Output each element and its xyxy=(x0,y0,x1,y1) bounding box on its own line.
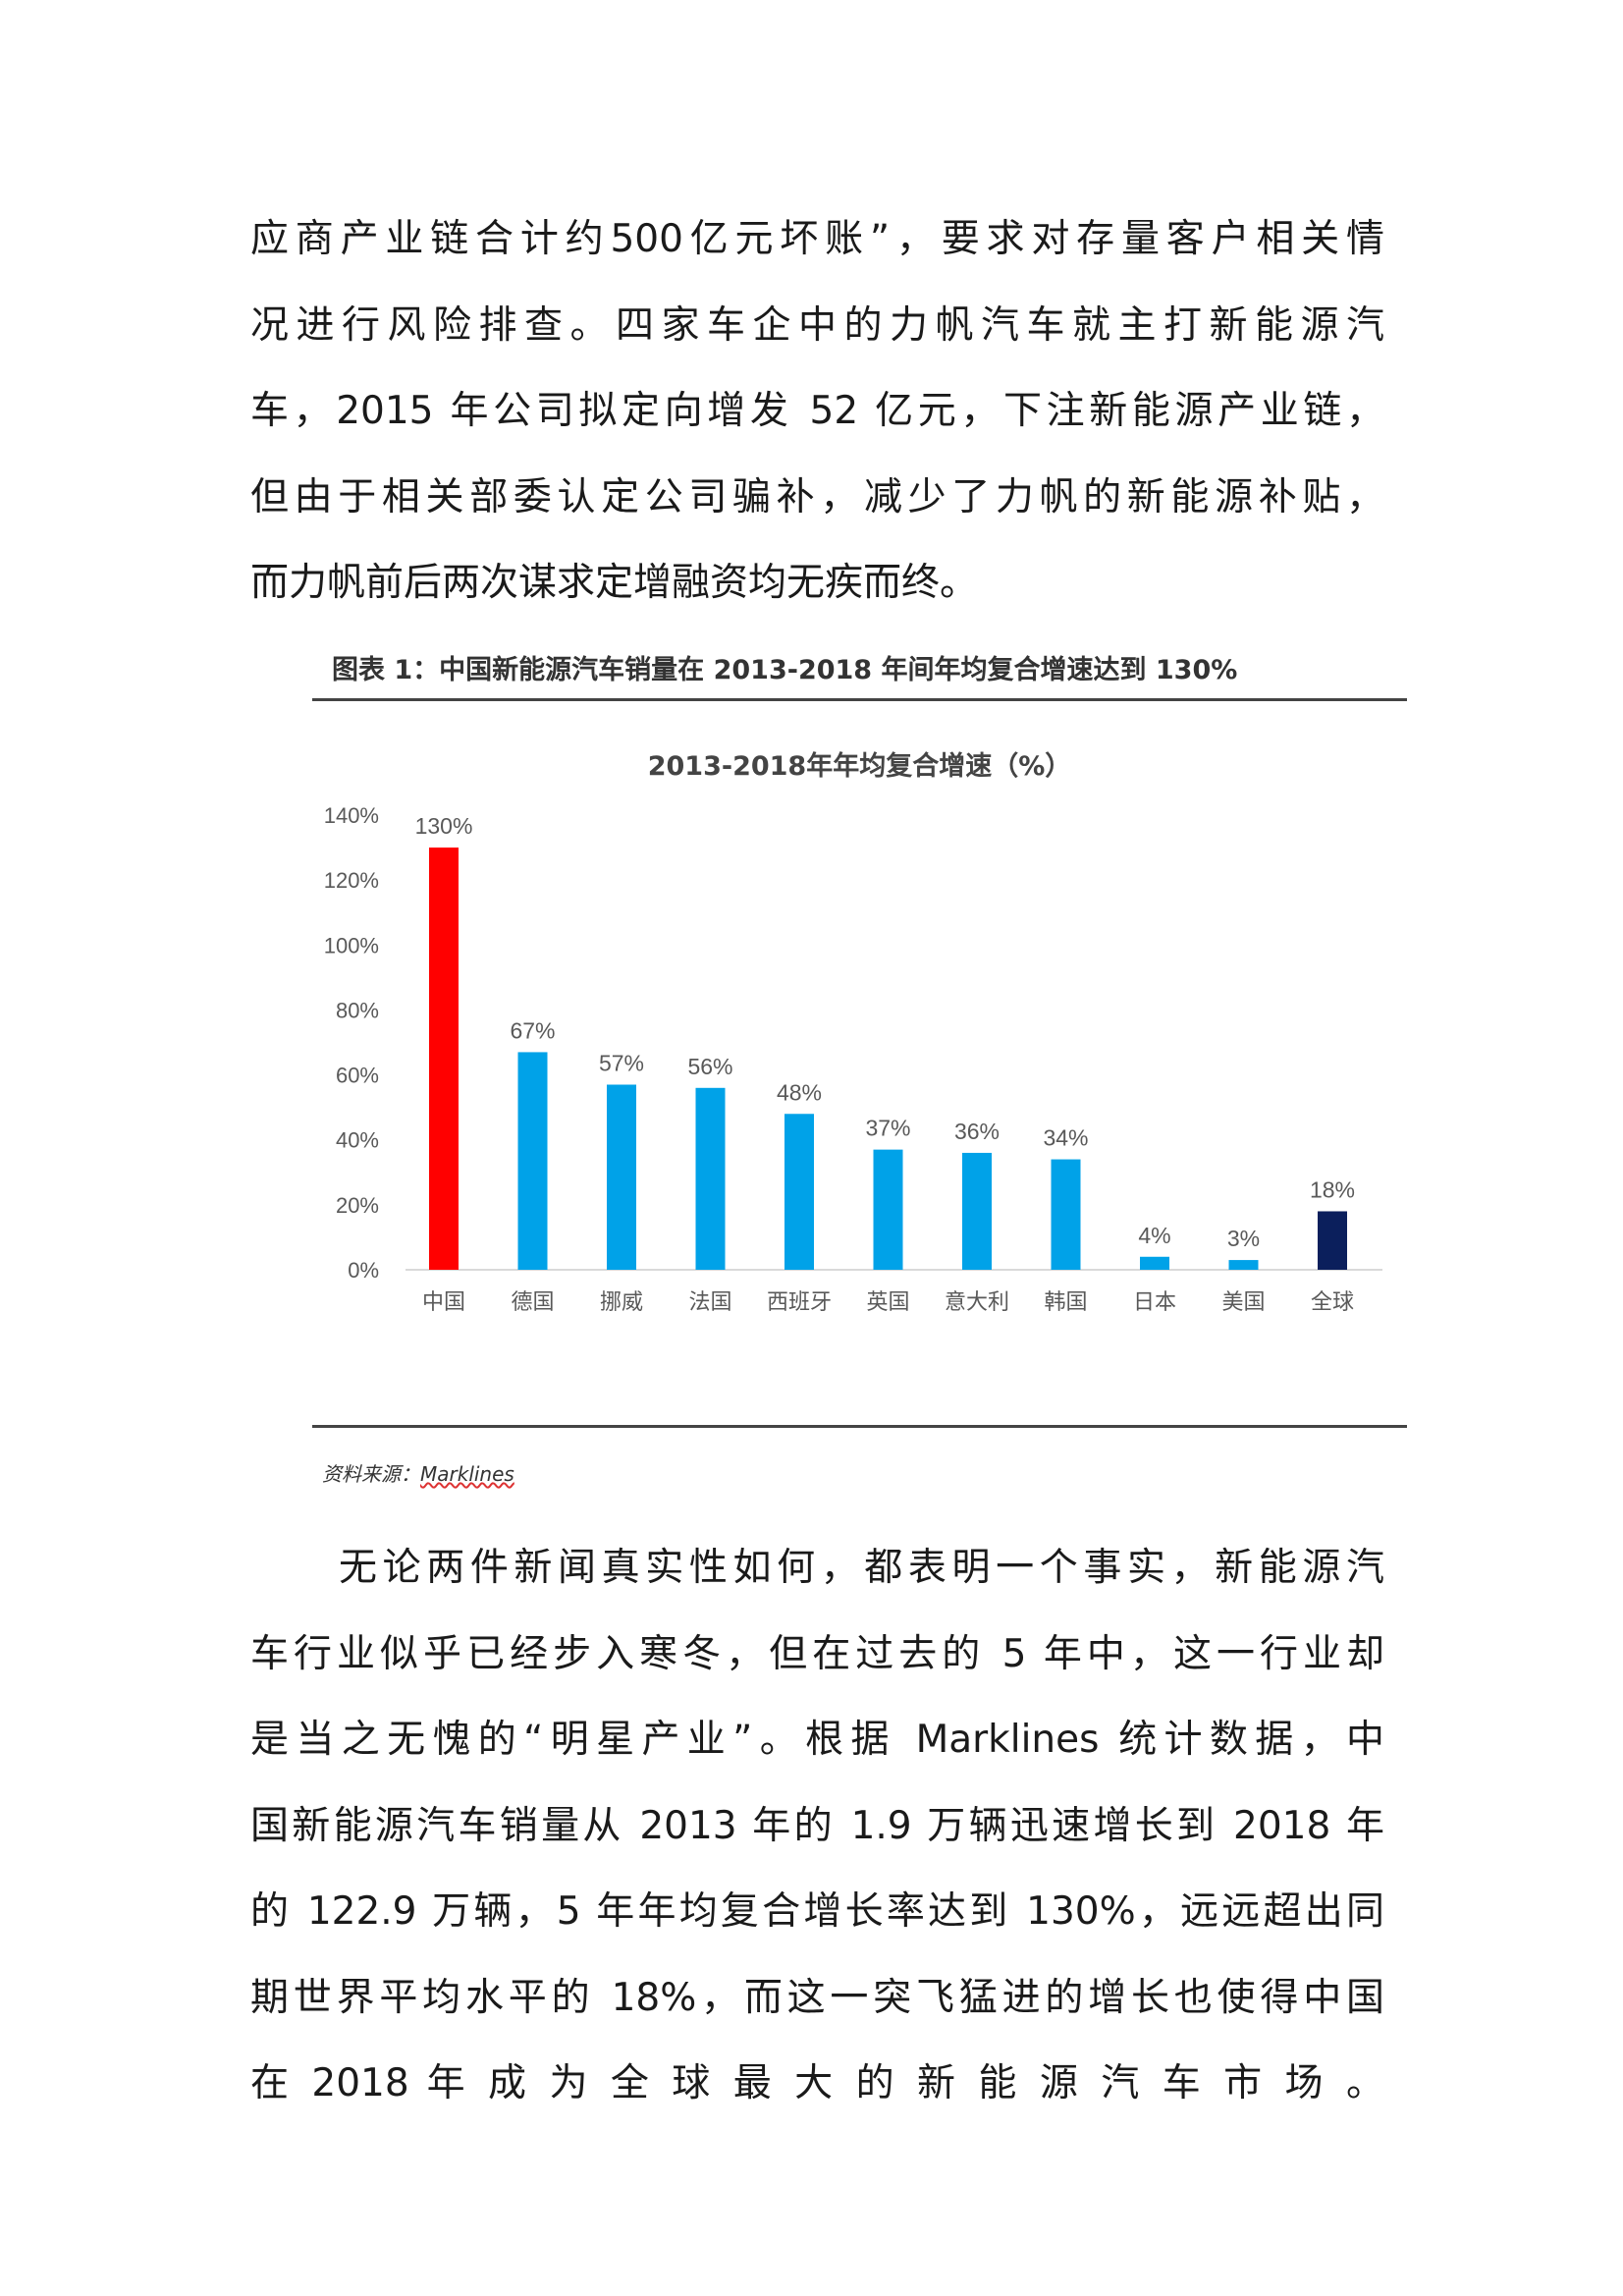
bar-2 xyxy=(517,1052,548,1270)
data-label: 34% xyxy=(1043,1125,1088,1151)
y-tick-label: 100% xyxy=(324,933,379,957)
paragraph-2: 无论两件新闻真实性如何，都表明一个事实，新能源汽 车行业似乎已经步入寒冬，但在过… xyxy=(250,1525,1384,2127)
bar-chart: 0% 20% 40% 60% 80% 100% 120% 140% 130% 中国 67% 德国 57%… xyxy=(324,803,1382,1314)
text-line: 国新能源汽车销量从 2013 年的 1.9 万辆迅速增长到 2018 年 xyxy=(250,1803,1384,1848)
data-label: 36% xyxy=(954,1119,1000,1144)
figure-caption: 图表 1：中国新能源汽车销量在 2013-2018 年间年均复合增速达到 130… xyxy=(332,655,1238,685)
data-label: 18% xyxy=(1310,1176,1355,1202)
y-tick-label: 140% xyxy=(324,803,379,828)
x-tick-label: 韩国 xyxy=(1044,1289,1087,1314)
source-label: 资料来源： xyxy=(322,1462,420,1486)
x-tick-label: 挪威 xyxy=(600,1289,643,1314)
bar-5 xyxy=(784,1114,814,1270)
bar-11 xyxy=(1318,1211,1347,1270)
y-tick-label: 80% xyxy=(336,998,379,1022)
x-tick-label: 中国 xyxy=(422,1289,465,1314)
text-line: 但由于相关部委认定公司骗补，减少了力帆的新能源补贴， xyxy=(250,474,1384,519)
source-name: Marklines xyxy=(420,1462,514,1486)
text-line: 期世界平均水平的 18%，而这一突飞猛进的增长也使得中国 xyxy=(250,1975,1384,2020)
bar-8 xyxy=(1051,1159,1081,1270)
x-tick-label: 德国 xyxy=(511,1289,554,1314)
bar-7 xyxy=(962,1152,992,1270)
data-label: 48% xyxy=(777,1079,822,1105)
bar-3 xyxy=(607,1084,636,1270)
y-tick-label: 60% xyxy=(336,1064,379,1088)
text-line: 车，2015 年公司拟定向增发 52 亿元，下注新能源产业链， xyxy=(250,389,1384,433)
bar-10 xyxy=(1228,1260,1259,1270)
x-tick-label: 法国 xyxy=(688,1289,731,1314)
source-note: 资料来源：Marklines xyxy=(322,1458,514,1487)
chart-title: 2013-2018年年均复合增速（%） xyxy=(647,751,1072,782)
paragraph-1: 应商产业链合计约500亿元坏账”，要求对存量客户相关情 况进行风险排查。四家车企… xyxy=(250,196,1384,627)
y-tick-label: 40% xyxy=(336,1128,379,1153)
y-tick-label: 0% xyxy=(348,1258,379,1283)
text-line: 车行业似乎已经步入寒冬，但在过去的 5 年中，这一行业却 xyxy=(250,1631,1384,1676)
x-tick-label: 美国 xyxy=(1221,1289,1265,1314)
text-line: 在 2018 年 成 为 全 球 最 大 的 新 能 源 汽 车 市 场 。 xyxy=(250,2061,1384,2105)
text-line: 是当之无愧的“明星产业”。根据 Marklines 统计数据，中 xyxy=(250,1718,1384,1762)
text-line: 无论两件新闻真实性如何，都表明一个事实，新能源汽 xyxy=(339,1546,1384,1590)
figure: 图表 1：中国新能源汽车销量在 2013-2018 年间年均复合增速达到 130… xyxy=(312,629,1407,1517)
data-label: 37% xyxy=(865,1116,910,1141)
x-tick-label: 日本 xyxy=(1133,1289,1176,1314)
data-label: 4% xyxy=(1138,1223,1170,1248)
top-rule xyxy=(312,698,1407,701)
x-tick-label: 西班牙 xyxy=(767,1289,832,1314)
data-label: 57% xyxy=(599,1050,644,1075)
text-line: 的 122.9 万辆，5 年年均复合增长率达到 130%，远远超出同 xyxy=(250,1889,1384,1934)
x-tick-label: 英国 xyxy=(866,1289,909,1314)
y-tick-label: 20% xyxy=(336,1193,379,1218)
data-label: 3% xyxy=(1227,1226,1260,1251)
bar-9 xyxy=(1140,1256,1169,1270)
text-line: 况进行风险排查。四家车企中的力帆汽车就主打新能源汽 xyxy=(250,302,1384,348)
x-tick-label: 意大利 xyxy=(945,1289,1009,1314)
data-label: 67% xyxy=(510,1017,555,1043)
text-line: 应商产业链合计约500亿元坏账”，要求对存量客户相关情 xyxy=(250,217,1384,261)
bar-6 xyxy=(873,1149,903,1270)
bar-4 xyxy=(695,1087,726,1270)
y-tick-label: 120% xyxy=(324,868,379,893)
data-label: 56% xyxy=(687,1054,732,1079)
bar-1 xyxy=(429,847,459,1270)
bottom-rule xyxy=(312,1425,1407,1428)
x-tick-label: 全球 xyxy=(1311,1289,1354,1314)
data-label: 130% xyxy=(415,813,473,839)
text-line: 而力帆前后两次谋求定增融资均无疾而终。 xyxy=(250,561,979,605)
